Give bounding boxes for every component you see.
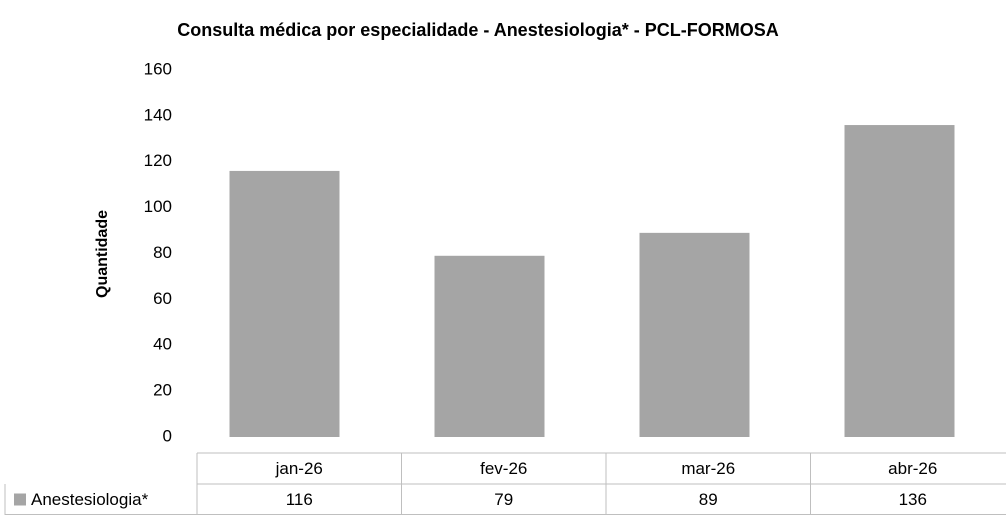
legend-key: [14, 493, 26, 506]
y-tick-label: 80: [153, 243, 172, 262]
legend-label: Anestesiologia*: [31, 490, 149, 509]
y-tick-label: 140: [144, 105, 172, 124]
bar: [639, 232, 750, 437]
y-tick-label: 60: [153, 289, 172, 308]
data-label: 89: [699, 490, 718, 509]
y-tick-label: 20: [153, 381, 172, 400]
y-axis-label: Quantidade: [94, 210, 111, 298]
bar: [434, 255, 545, 437]
x-tick-label: fev-26: [480, 459, 527, 478]
chart-title: Consulta médica por especialidade - Anes…: [177, 20, 778, 40]
bar: [229, 170, 340, 438]
y-tick-label: 160: [144, 59, 172, 78]
x-tick-label: jan-26: [275, 459, 323, 478]
x-tick-label: mar-26: [681, 459, 735, 478]
data-label: 116: [286, 490, 313, 509]
y-tick-label: 40: [153, 335, 172, 354]
data-label: 79: [494, 490, 513, 509]
x-tick-label: abr-26: [888, 459, 937, 478]
y-tick-label: 100: [144, 197, 172, 216]
y-tick-label: 0: [163, 426, 172, 445]
bar: [844, 125, 955, 438]
data-label: 136: [899, 490, 927, 509]
y-tick-label: 120: [144, 151, 172, 170]
